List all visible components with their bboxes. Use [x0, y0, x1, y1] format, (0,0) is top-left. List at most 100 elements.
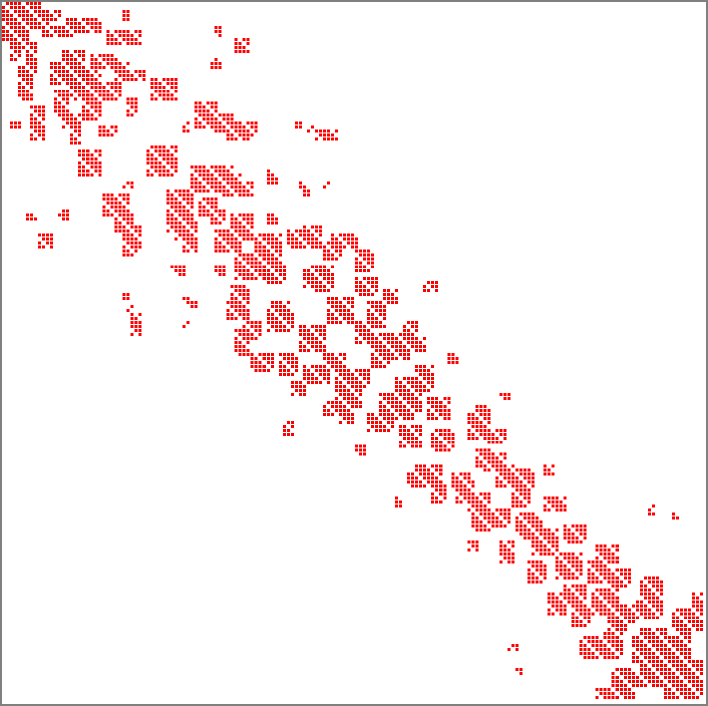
nonzero-entry	[246, 253, 250, 257]
nonzero-entry	[531, 544, 535, 548]
nonzero-entry	[234, 185, 238, 189]
nonzero-entry	[310, 376, 314, 380]
nonzero-entry	[302, 269, 306, 273]
nonzero-entry	[427, 281, 431, 285]
nonzero-entry	[695, 604, 699, 608]
nonzero-entry	[615, 600, 619, 604]
nonzero-entry	[30, 25, 34, 29]
nonzero-entry	[282, 305, 286, 309]
nonzero-entry	[282, 277, 286, 281]
nonzero-entry	[359, 392, 363, 396]
nonzero-entry	[691, 596, 695, 600]
nonzero-entry	[687, 696, 691, 700]
nonzero-entry	[118, 61, 122, 65]
nonzero-entry	[427, 416, 431, 420]
nonzero-entry	[647, 648, 651, 652]
nonzero-entry	[82, 105, 86, 109]
nonzero-entry	[38, 121, 42, 125]
nonzero-entry	[463, 472, 467, 476]
nonzero-entry	[491, 452, 495, 456]
nonzero-entry	[130, 181, 134, 185]
nonzero-entry	[130, 233, 134, 237]
nonzero-entry	[198, 189, 202, 193]
nonzero-entry	[355, 404, 359, 408]
nonzero-entry	[415, 436, 419, 440]
nonzero-entry	[274, 325, 278, 329]
nonzero-entry	[250, 133, 254, 137]
nonzero-entry	[294, 364, 298, 368]
nonzero-entry	[419, 440, 423, 444]
nonzero-entry	[507, 560, 511, 564]
nonzero-entry	[471, 420, 475, 424]
nonzero-entry	[363, 293, 367, 297]
nonzero-entry	[278, 305, 282, 309]
nonzero-entry	[595, 608, 599, 612]
nonzero-entry	[282, 356, 286, 360]
nonzero-entry	[479, 492, 483, 496]
nonzero-entry	[94, 85, 98, 89]
nonzero-entry	[174, 221, 178, 225]
nonzero-entry	[379, 408, 383, 412]
nonzero-entry	[214, 221, 218, 225]
nonzero-entry	[114, 209, 118, 213]
nonzero-entry	[563, 496, 567, 500]
nonzero-entry	[599, 568, 603, 572]
nonzero-entry	[595, 544, 599, 548]
nonzero-entry	[42, 13, 46, 17]
nonzero-entry	[182, 229, 186, 233]
nonzero-entry	[579, 620, 583, 624]
nonzero-entry	[483, 516, 487, 520]
nonzero-entry	[395, 297, 399, 301]
nonzero-entry	[18, 73, 22, 77]
nonzero-entry	[270, 261, 274, 265]
nonzero-entry	[691, 612, 695, 616]
nonzero-entry	[234, 285, 238, 289]
nonzero-entry	[491, 524, 495, 528]
nonzero-entry	[30, 13, 34, 17]
nonzero-entry	[539, 580, 543, 584]
nonzero-entry	[583, 584, 587, 588]
nonzero-entry	[314, 337, 318, 341]
nonzero-entry	[26, 53, 30, 57]
nonzero-entry	[695, 596, 699, 600]
nonzero-entry	[367, 289, 371, 293]
nonzero-entry	[62, 73, 66, 77]
nonzero-entry	[411, 480, 415, 484]
nonzero-entry	[246, 317, 250, 321]
nonzero-entry	[246, 237, 250, 241]
nonzero-entry	[659, 580, 663, 584]
nonzero-entry	[479, 452, 483, 456]
nonzero-entry	[198, 113, 202, 117]
nonzero-entry	[178, 213, 182, 217]
nonzero-entry	[499, 524, 503, 528]
nonzero-entry	[567, 588, 571, 592]
nonzero-entry	[266, 360, 270, 364]
nonzero-entry	[346, 380, 350, 384]
nonzero-entry	[306, 341, 310, 345]
nonzero-entry	[322, 353, 326, 356]
nonzero-entry	[166, 161, 170, 165]
nonzero-entry	[18, 21, 22, 25]
nonzero-entry	[226, 193, 230, 197]
nonzero-entry	[66, 73, 70, 77]
nonzero-entry	[495, 460, 499, 464]
nonzero-entry	[126, 29, 130, 33]
nonzero-entry	[118, 213, 122, 217]
nonzero-entry	[511, 492, 515, 496]
nonzero-entry	[607, 636, 611, 640]
nonzero-entry	[415, 380, 419, 384]
nonzero-entry	[246, 229, 250, 233]
nonzero-entry	[379, 353, 383, 356]
nonzero-entry	[631, 660, 635, 664]
nonzero-entry	[435, 400, 439, 404]
nonzero-entry	[206, 213, 210, 217]
nonzero-entry	[563, 504, 567, 508]
nonzero-entry	[106, 213, 110, 217]
nonzero-entry	[98, 93, 102, 97]
nonzero-entry	[174, 149, 178, 153]
nonzero-entry	[122, 253, 126, 257]
nonzero-entry	[282, 269, 286, 273]
nonzero-entry	[359, 388, 363, 392]
nonzero-entry	[190, 233, 194, 237]
nonzero-entry	[302, 333, 306, 337]
